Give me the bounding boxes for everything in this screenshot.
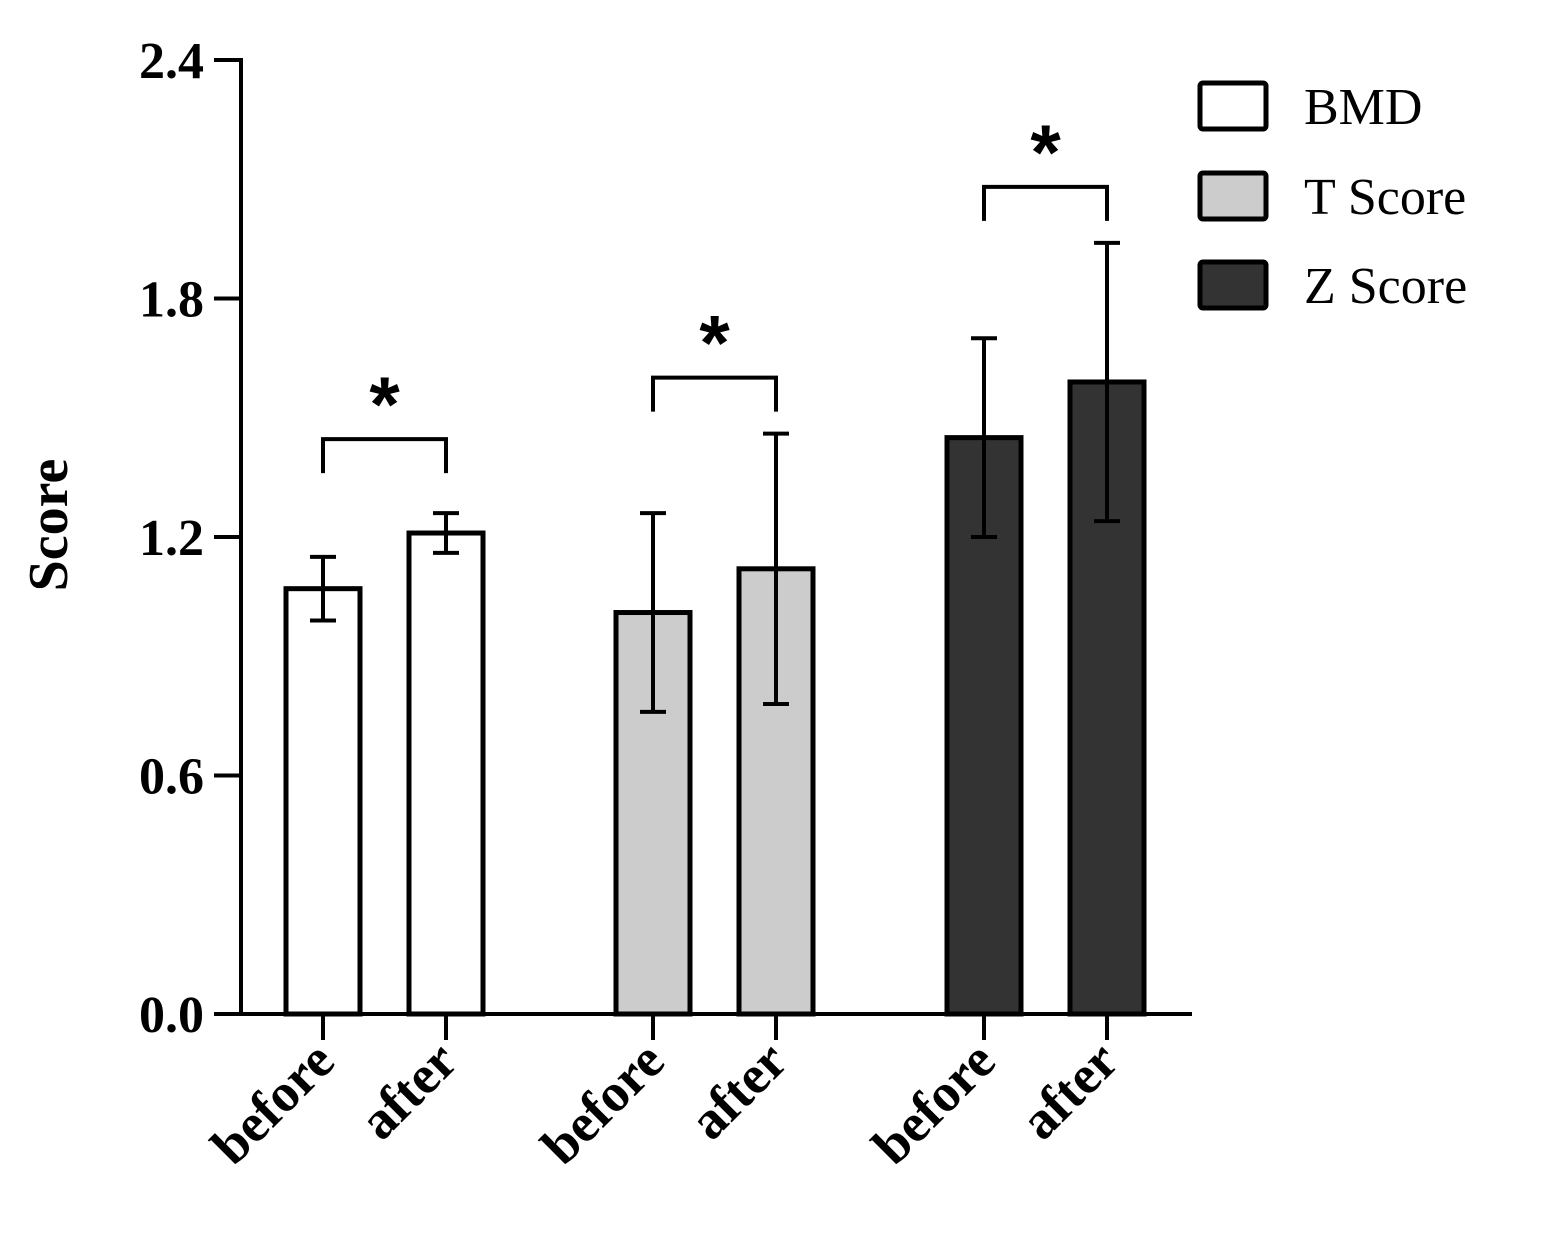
significance-layer: * * * [321, 108, 1109, 474]
significance-asterisk: * [699, 299, 730, 387]
x-tick-label-before: before [861, 1030, 1007, 1176]
error-bars-layer [310, 240, 1120, 714]
bar-bmd-after [406, 530, 486, 1017]
significance-asterisk: * [1030, 108, 1061, 196]
legend-label-z-score: Z Score [1304, 258, 1467, 315]
y-tick-label: 0.0 [139, 987, 204, 1044]
legend-swatch-bmd [1197, 80, 1269, 132]
bar-z-score-after [1067, 379, 1147, 1017]
x-tick-label-before: before [200, 1030, 346, 1176]
legend: BMD T Score Z Score [1197, 79, 1467, 315]
x-tick-label-after: after [1009, 1030, 1130, 1151]
y-axis-title: Score [18, 459, 80, 592]
x-ticks-layer: before after before after before after [200, 1014, 1130, 1176]
y-tick-label: 2.4 [139, 33, 204, 90]
legend-label-t-score: T Score [1304, 169, 1466, 226]
significance-asterisk: * [369, 360, 400, 448]
y-tick-label: 0.6 [139, 749, 204, 806]
legend-swatch-t-score [1197, 170, 1269, 222]
x-tick-label-after: after [678, 1030, 799, 1151]
x-tick-label-after: after [348, 1030, 469, 1151]
y-tick-label: 1.8 [139, 272, 204, 329]
significance-bracket [321, 437, 448, 474]
legend-label-bmd: BMD [1304, 79, 1422, 136]
significance-bracket [982, 184, 1109, 221]
y-ticks-layer: 0.0 0.6 1.2 1.8 2.4 [139, 33, 241, 1044]
bars-layer [283, 379, 1147, 1017]
legend-swatch-z-score [1197, 259, 1269, 311]
y-tick-label: 1.2 [139, 510, 204, 567]
bar-bmd-before [283, 586, 363, 1017]
significance-bracket [651, 375, 778, 412]
x-tick-label-before: before [530, 1030, 676, 1176]
axes-layer [239, 58, 1192, 1016]
